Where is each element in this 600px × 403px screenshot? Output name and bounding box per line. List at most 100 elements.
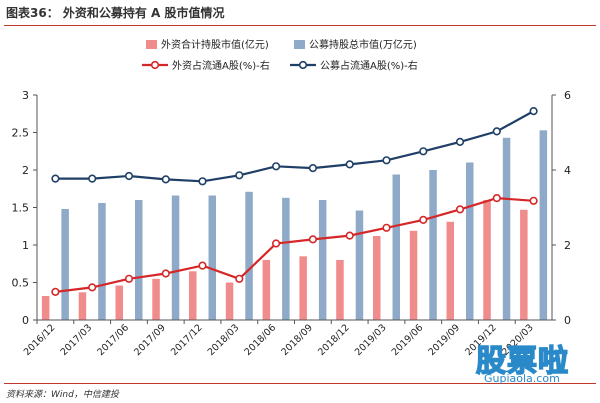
foreign-share-point [345,231,354,240]
foreign-share-point [51,287,60,297]
x-tick-label: 2016/12 [22,322,58,358]
legend-label: 外资占流通A股(%)-右 [172,59,270,72]
legend-label: 外资合计持股市值(亿元) [161,38,269,51]
y-tick-label: 0 [22,314,29,327]
legend-swatch [294,40,305,49]
legend: 外资合计持股市值(亿元) 公募持股总市值(万亿元) 外资占流通A股(%)-右 公募占流… [142,38,418,72]
fund-bar [392,174,400,320]
fund-share-point [308,164,318,173]
fund-share-point [419,147,428,156]
foreign-bar [483,200,491,320]
foreign-share-point [198,261,207,270]
y-tick-label: 2 [22,164,29,177]
foreign-bar [446,221,454,321]
fund-bar [318,200,327,320]
fund-bar [466,162,474,320]
fund-share-point [455,137,465,146]
x-tick-label: 2017/03 [59,322,95,358]
lines-layer [51,106,538,297]
foreign-share-point [124,274,134,283]
y-tick-label: 3 [22,89,29,102]
watermark-url: Gupiaola.com [484,372,560,385]
x-tick-label: 2018/06 [243,322,279,358]
watermark-logo: 股票啦 Gupiaola.com [475,336,596,385]
foreign-bar [152,278,160,321]
foreign-bar [262,260,271,320]
fund-share-point [161,175,170,184]
fund-share-point [235,171,244,180]
x-tick-label: 2017/09 [132,322,168,358]
fund-bar [61,209,69,320]
fund-share-point [88,174,97,183]
fund-share-point [124,171,134,181]
x-tick-label: 2018/03 [206,322,242,358]
foreign-bar [78,292,87,321]
fund-bar [539,130,548,320]
foreign-share-point [272,239,281,248]
fund-share-point [198,177,207,186]
foreign-bar [520,209,528,321]
fund-bar [355,210,364,320]
fund-bar [245,191,253,321]
fund-bar [429,170,437,320]
x-tick-label: 2018/09 [279,322,315,358]
fund-bar [171,195,180,320]
x-tick-label: 2019/09 [426,322,462,358]
fund-bar [502,137,511,321]
foreign-bar [299,256,307,321]
foreign-bar [409,230,418,321]
legend-label: 公募占流通A股(%)-右 [320,59,418,72]
source-divider [4,383,596,384]
watermark-text: 股票啦 [475,343,569,380]
foreign-share-line [55,196,534,293]
fund-share-line [55,110,535,183]
x-tick-label: 2017/12 [169,322,205,358]
y2-tick-label: 0 [564,314,571,327]
y2-tick-label: 4 [564,164,571,177]
chart-title: 图表36： 外资和公募持有 A 股市值情况 [6,6,225,20]
fund-bar [208,195,216,320]
legend-marker [298,60,308,70]
legend-label: 公募持股总市值(万亿元) [309,38,417,51]
bars-layer [41,130,548,321]
x-tick-label: 2018/12 [316,322,352,358]
foreign-bar [373,236,381,320]
x-tick-label: 2019/06 [390,322,426,358]
foreign-share-point [161,269,170,278]
y-tick-label: 2.5 [12,127,30,140]
title-divider [4,25,596,26]
foreign-share-point [419,215,428,224]
legend-swatch [146,40,157,49]
foreign-bar [225,282,234,320]
chart-svg: 外资合计持股市值(亿元) 公募持股总市值(万亿元) 外资占流通A股(%)-右 公募占流… [12,38,572,358]
y2-tick-label: 2 [564,239,571,252]
fund-bar [135,200,143,320]
x-tick-label: 2017/06 [95,322,131,358]
foreign-share-point [455,205,465,214]
y-tick-label: 0.5 [12,277,30,290]
x-tick-label: 2019/03 [353,322,389,358]
fund-bar [282,197,290,321]
fund-share-point [382,156,391,165]
fund-share-point [345,160,354,169]
fund-share-point [272,162,281,171]
foreign-share-point [382,223,391,232]
foreign-bar [336,260,344,320]
fund-share-point [51,174,60,183]
fund-share-point [492,127,501,136]
y-tick-label: 1 [22,239,29,252]
y2-tick-label: 6 [564,89,571,102]
legend-marker [150,60,160,70]
foreign-share-point [235,274,244,283]
foreign-share-point [88,283,97,292]
foreign-bar [41,296,50,320]
fund-share-point [529,106,538,116]
foreign-bar [189,271,197,321]
y-tick-label: 1.5 [12,202,30,215]
foreign-share-point [492,194,501,203]
foreign-share-point [529,196,538,205]
fund-bar [98,203,106,320]
source-note: 资料来源：Wind，中信建投 [6,390,119,400]
foreign-bar [115,285,123,320]
foreign-share-point [308,235,318,244]
